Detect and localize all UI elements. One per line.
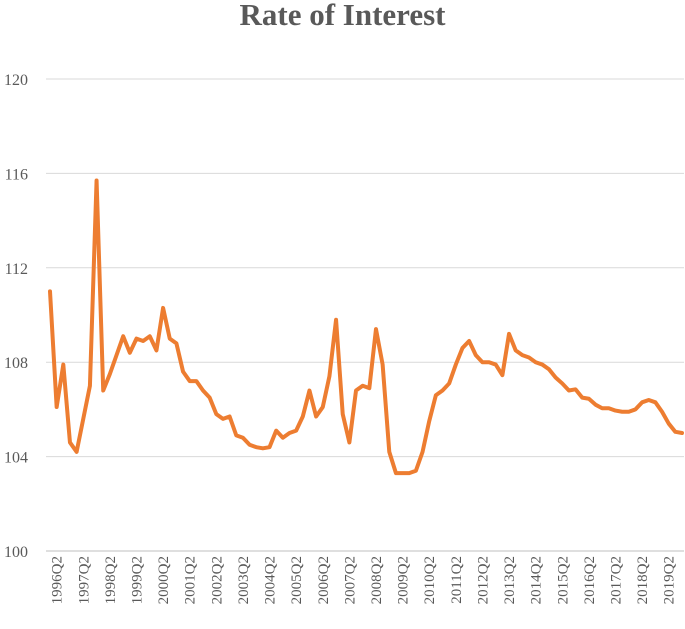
y-tick-label: 116 <box>5 166 28 183</box>
x-tick-label: 1998Q2 <box>103 556 119 604</box>
x-tick-label: 2016Q2 <box>582 556 598 604</box>
x-tick-label: 1996Q2 <box>50 556 66 604</box>
x-tick-label: 2015Q2 <box>555 556 571 604</box>
x-tick-label: 2000Q2 <box>156 556 172 604</box>
x-tick-label: 2012Q2 <box>475 556 491 604</box>
x-tick-label: 2014Q2 <box>529 556 545 604</box>
y-tick-label: 120 <box>4 72 28 89</box>
x-tick-label: 2007Q2 <box>342 556 358 604</box>
x-tick-label: 2002Q2 <box>209 556 225 604</box>
grid-lines <box>46 78 684 552</box>
y-axis-ticks: 100 104 108 112 116 120 <box>4 72 28 561</box>
chart-title: Rate of Interest <box>239 0 446 32</box>
y-tick-label: 104 <box>4 450 28 467</box>
x-tick-label: 2008Q2 <box>369 556 385 604</box>
x-tick-label: 2013Q2 <box>502 556 518 604</box>
x-tick-label: 2017Q2 <box>608 556 624 604</box>
y-tick-label: 108 <box>4 355 28 372</box>
x-tick-label: 2003Q2 <box>236 556 252 604</box>
x-tick-label: 2004Q2 <box>263 556 279 604</box>
x-tick-label: 1999Q2 <box>129 556 145 604</box>
x-tick-label: 2006Q2 <box>316 556 332 604</box>
x-axis-ticks: 1996Q2 1997Q2 1998Q2 1999Q2 2000Q2 2001Q2 2002… <box>50 556 678 604</box>
x-tick-label: 2001Q2 <box>183 556 199 604</box>
x-tick-label: 2011Q2 <box>449 556 465 604</box>
y-tick-label: 112 <box>5 261 28 278</box>
y-tick-label: 100 <box>4 544 28 561</box>
x-tick-label: 2010Q2 <box>422 556 438 604</box>
x-tick-label: 2019Q2 <box>662 556 678 604</box>
series-line <box>48 178 684 476</box>
x-tick-label: 2009Q2 <box>396 556 412 604</box>
x-tick-label: 1997Q2 <box>76 556 92 604</box>
x-tick-label: 2005Q2 <box>289 556 305 604</box>
series-layer <box>48 178 684 476</box>
x-tick-label: 2018Q2 <box>635 556 651 604</box>
